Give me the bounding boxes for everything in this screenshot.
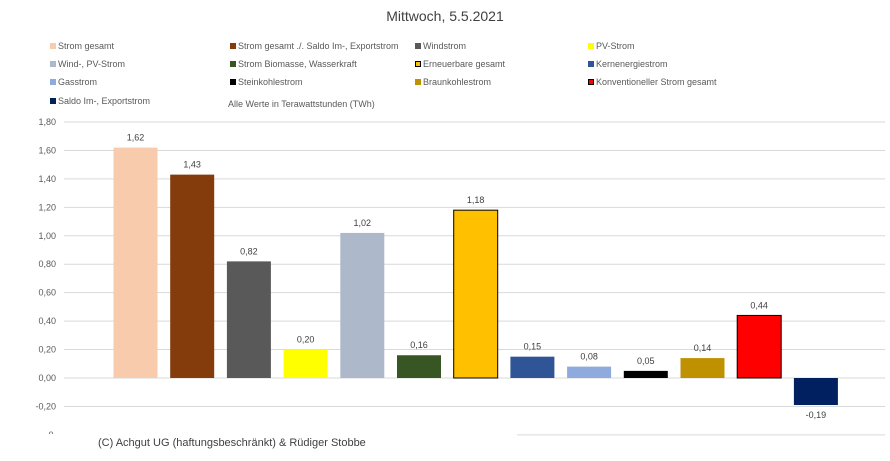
legend-swatch xyxy=(50,79,56,85)
legend-swatch xyxy=(415,79,421,85)
legend-item: Strom Biomasse, Wasserkraft xyxy=(230,59,357,69)
data-label: 0,44 xyxy=(750,300,768,310)
bar xyxy=(113,147,158,378)
legend-swatch xyxy=(50,43,56,49)
legend-item: Braunkohlestrom xyxy=(415,77,491,87)
legend-label: Steinkohlestrom xyxy=(238,77,303,87)
legend-swatch xyxy=(588,79,594,85)
y-tick-label: 0,80 xyxy=(38,259,56,269)
legend-item: Wind-, PV-Strom xyxy=(50,59,125,69)
legend-item: Saldo Im-, Exportstrom xyxy=(50,96,150,106)
legend-label: Konventioneller Strom gesamt xyxy=(596,77,717,87)
legend-label: Windstrom xyxy=(423,41,467,51)
legend-swatch xyxy=(50,98,56,104)
bar xyxy=(510,356,555,378)
y-tick-label: 0,60 xyxy=(38,288,56,298)
legend-item: Kernenergiestrom xyxy=(588,59,668,69)
bar xyxy=(793,378,838,406)
legend-swatch xyxy=(50,61,56,67)
legend-item: Erneuerbare gesamt xyxy=(415,59,505,69)
bar xyxy=(170,174,215,378)
data-label: 0,05 xyxy=(637,356,655,366)
legend-item: Strom gesamt xyxy=(50,41,114,51)
unit-note: Alle Werte in Terawattstunden (TWh) xyxy=(228,99,375,109)
legend-label: Erneuerbare gesamt xyxy=(423,59,506,69)
bar xyxy=(397,355,441,378)
bar xyxy=(623,370,668,378)
legend-swatch xyxy=(230,61,236,67)
footer-box xyxy=(0,434,517,461)
data-label: 1,62 xyxy=(127,133,145,143)
y-tick-label: 0,00 xyxy=(38,373,56,383)
bar xyxy=(736,314,782,379)
legend-swatch xyxy=(588,43,594,49)
legend-item: Steinkohlestrom xyxy=(230,77,303,87)
data-label: 1,02 xyxy=(354,218,372,228)
y-tick-label: 1,20 xyxy=(38,202,56,212)
bar xyxy=(567,366,612,378)
legend-label: Strom gesamt xyxy=(58,41,115,51)
legend-item: Gasstrom xyxy=(50,77,97,87)
data-label: 1,43 xyxy=(183,160,201,170)
data-label: 0,20 xyxy=(297,335,315,345)
data-label: 1,18 xyxy=(467,195,485,205)
bar xyxy=(680,358,725,378)
bar xyxy=(226,261,271,378)
legend-swatch xyxy=(588,61,594,67)
legend-item: Konventioneller Strom gesamt xyxy=(588,77,717,87)
legend-item: PV-Strom xyxy=(588,41,635,51)
legend-label: PV-Strom xyxy=(596,41,635,51)
data-label: 0,15 xyxy=(524,342,542,352)
legend-swatch xyxy=(415,43,421,49)
legend-label: Saldo Im-, Exportstrom xyxy=(58,96,151,106)
legend-item: Strom gesamt ./. Saldo Im-, Exportstrom xyxy=(230,41,399,51)
y-tick-label: 1,60 xyxy=(38,145,56,155)
data-label: 0,08 xyxy=(580,352,598,362)
data-label: 0,16 xyxy=(410,340,428,350)
y-tick-label: 1,80 xyxy=(38,117,56,127)
legend-label: Strom Biomasse, Wasserkraft xyxy=(238,59,357,69)
y-tick-label: 0,20 xyxy=(38,345,56,355)
legend-label: Wind-, PV-Strom xyxy=(58,59,126,69)
legend-swatch xyxy=(230,79,236,85)
data-label: 0,82 xyxy=(240,246,258,256)
y-tick-label: 1,00 xyxy=(38,231,56,241)
chart-title: Mittwoch, 5.5.2021 xyxy=(386,8,504,24)
y-tick-label: -0,20 xyxy=(35,401,56,411)
legend-swatch xyxy=(415,61,421,67)
y-tick-label: 0,40 xyxy=(38,316,56,326)
legend-label: Kernenergiestrom xyxy=(596,59,668,69)
legend-item: Windstrom xyxy=(415,41,466,51)
copyright-footer: (C) Achgut UG (haftungsbeschränkt) & Rüd… xyxy=(98,437,366,449)
legend-swatch xyxy=(230,43,236,49)
legend-label: Gasstrom xyxy=(58,77,98,87)
y-tick-label: 1,40 xyxy=(38,174,56,184)
bar xyxy=(453,209,499,379)
bar xyxy=(340,232,385,378)
legend-label: Strom gesamt ./. Saldo Im-, Exportstrom xyxy=(238,41,399,51)
bar xyxy=(283,349,328,378)
data-label: -0,19 xyxy=(806,410,827,420)
legend-label: Braunkohlestrom xyxy=(423,77,492,87)
data-label: 0,14 xyxy=(694,343,712,353)
